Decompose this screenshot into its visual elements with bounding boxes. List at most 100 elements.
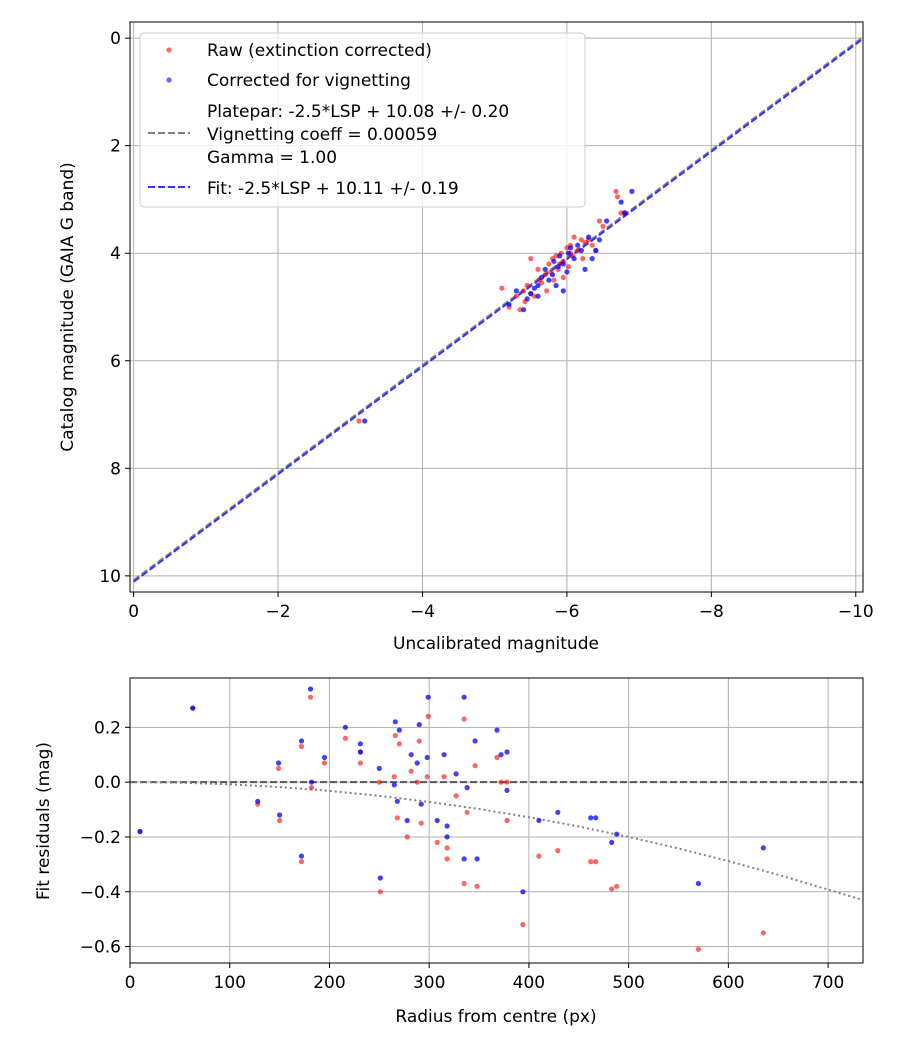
bottom-corrected-point — [425, 694, 431, 700]
top-raw-point — [528, 256, 534, 262]
bottom-corrected-point — [392, 719, 398, 725]
bottom-corrected-point — [588, 815, 594, 821]
bottom-raw-point — [408, 768, 414, 774]
top-raw-point — [580, 256, 586, 262]
top-corrected-point — [535, 282, 541, 289]
top-y-tick-label: 10 — [99, 567, 121, 587]
top-corrected-point — [575, 242, 581, 248]
bottom-corrected-point — [444, 823, 450, 829]
top-corrected-point — [555, 264, 561, 270]
bottom-corrected-point — [609, 839, 615, 846]
bottom-x-tick-label: 0 — [125, 973, 136, 993]
bottom-corrected-point — [342, 724, 348, 730]
bottom-corrected-point — [357, 749, 363, 755]
top-raw-point — [600, 223, 606, 229]
bottom-raw-point — [464, 809, 470, 815]
top-corrected-point — [629, 188, 635, 194]
top-scatter-points — [356, 188, 635, 424]
bottom-raw-point — [376, 779, 382, 785]
top-y-tick-label: 8 — [110, 459, 121, 479]
bottom-corrected-point — [137, 828, 143, 835]
top-corrected-point — [567, 245, 574, 251]
top-x-tick-label: −6 — [554, 602, 579, 622]
bottom-y-tick-label: 0.0 — [94, 773, 121, 793]
bottom-raw-point — [404, 834, 410, 840]
bottom-corrected-point — [404, 817, 410, 824]
legend-raw-marker — [166, 47, 172, 53]
bottom-raw-point — [391, 774, 397, 780]
legend-platepar-line3: Gamma = 1.00 — [207, 148, 337, 168]
top-x-tick-label: −2 — [266, 602, 291, 622]
bottom-corrected-point — [276, 760, 282, 766]
top-corrected-point — [542, 266, 548, 272]
top-corrected-point — [531, 285, 538, 291]
bottom-raw-point — [461, 880, 467, 887]
bottom-raw-point — [588, 859, 594, 865]
bottom-corrected-point — [498, 752, 504, 758]
top-corrected-point — [604, 218, 610, 224]
bottom-raw-point — [472, 763, 478, 769]
bottom-raw-point — [434, 839, 440, 846]
top-corrected-point — [589, 256, 595, 262]
legend-fit-label: Fit: -2.5*LSP + 10.11 +/- 0.19 — [207, 179, 459, 199]
bottom-raw-point — [555, 848, 561, 854]
bottom-raw-point — [276, 765, 282, 772]
top-corrected-point — [539, 274, 545, 280]
bottom-corrected-point — [472, 738, 478, 744]
bottom-corrected-point — [414, 760, 420, 766]
bottom-y-tick-label: −0.4 — [80, 883, 121, 903]
bottom-corrected-point — [461, 694, 467, 700]
bottom-x-tick-label: 200 — [313, 973, 345, 993]
bottom-raw-point — [298, 859, 305, 865]
bottom-raw-point — [307, 694, 314, 700]
bottom-corrected-point — [504, 787, 510, 794]
top-legend: Raw (extinction corrected) Corrected for… — [139, 32, 586, 208]
bottom-vignetting-curve — [130, 781, 863, 901]
legend-box — [139, 32, 586, 208]
bottom-raw-point — [461, 716, 467, 722]
top-raw-point — [535, 266, 541, 272]
bottom-corrected-point — [464, 785, 470, 791]
bottom-raw-point — [444, 856, 450, 862]
bottom-raw-point — [357, 760, 363, 766]
top-raw-point — [613, 188, 619, 194]
top-corrected-point — [549, 272, 556, 278]
bottom-x-tick-label: 100 — [214, 973, 246, 993]
bottom-raw-point — [424, 774, 430, 780]
bottom-corrected-point — [536, 817, 542, 824]
bottom-corrected-point — [453, 771, 459, 777]
top-y-axis-label: Catalog magnitude (GAIA G band) — [58, 162, 78, 452]
bottom-corrected-point — [394, 798, 400, 804]
top-raw-point — [499, 285, 505, 291]
top-corrected-point — [506, 301, 512, 307]
bottom-raw-point — [444, 845, 450, 851]
bottom-raw-point — [474, 883, 480, 889]
top-plot: 0 −2 −4 −6 −8 −10 0 2 4 6 8 10 Uncalibrated magnit… — [58, 21, 874, 654]
bottom-corrected-point — [520, 889, 526, 895]
top-raw-point — [356, 418, 362, 424]
bottom-corrected-point — [298, 853, 305, 859]
top-raw-point — [553, 253, 559, 259]
bottom-x-axis-label: Radius from centre (px) — [395, 1007, 596, 1027]
bottom-corrected-point — [494, 727, 500, 733]
top-corrected-point — [524, 296, 530, 302]
top-corrected-point — [535, 293, 541, 299]
bottom-corrected-point — [444, 834, 450, 840]
top-raw-point — [521, 288, 527, 294]
top-raw-point — [565, 264, 572, 270]
top-corrected-point — [560, 288, 566, 294]
bottom-raw-point — [453, 793, 459, 799]
top-raw-point — [542, 272, 548, 278]
bottom-y-ticks: −0.6 −0.4 −0.2 0.0 0.2 — [80, 718, 130, 958]
top-y-tick-label: 2 — [110, 137, 121, 157]
bottom-raw-point — [695, 946, 702, 952]
bottom-raw-point — [416, 738, 422, 744]
top-corrected-point — [586, 234, 592, 240]
top-corrected-point — [362, 418, 368, 424]
bottom-corrected-point — [461, 856, 467, 862]
legend-corrected-marker — [166, 77, 172, 83]
bottom-y-tick-label: −0.2 — [80, 828, 121, 848]
bottom-corrected-point — [255, 798, 261, 804]
top-corrected-point — [618, 199, 624, 205]
top-corrected-point — [571, 256, 577, 262]
